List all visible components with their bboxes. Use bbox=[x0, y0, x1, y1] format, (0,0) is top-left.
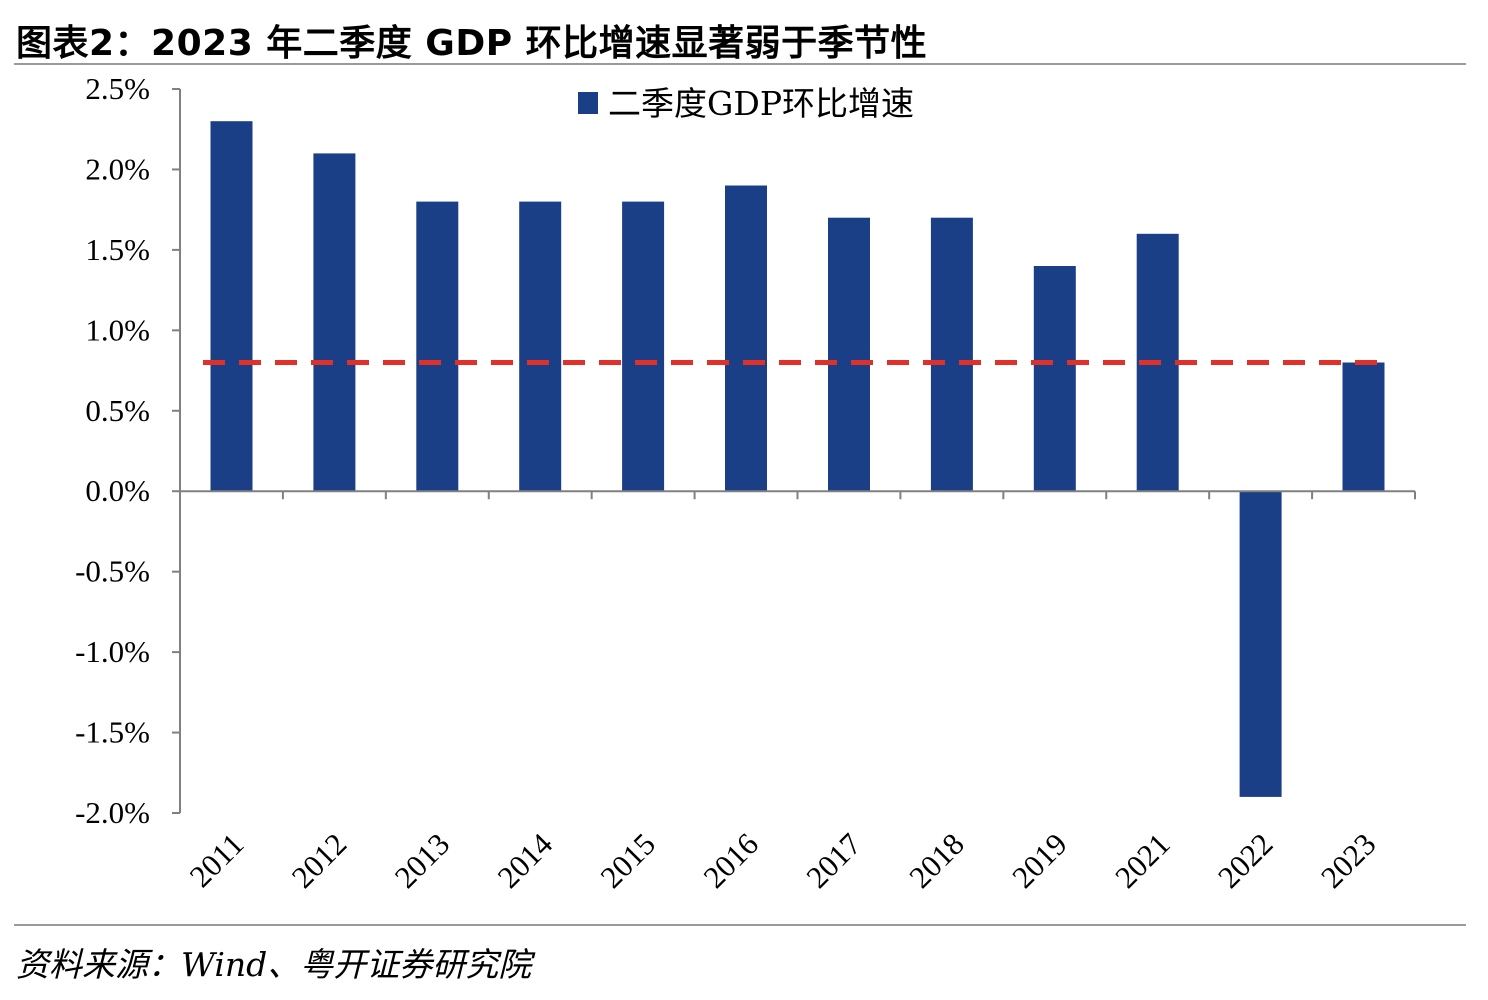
bar-2019 bbox=[1033, 266, 1076, 492]
y-tick-label: 1.5% bbox=[85, 232, 150, 267]
bar-2016 bbox=[725, 185, 767, 492]
x-tick-label: 2022 bbox=[1211, 826, 1280, 895]
bar-2018 bbox=[930, 217, 973, 492]
axes bbox=[179, 89, 1415, 813]
x-tick-label: 2013 bbox=[388, 826, 457, 895]
source-note: 资料来源：Wind、粤开证券研究院 bbox=[16, 945, 532, 984]
x-tick-label: 2017 bbox=[799, 826, 868, 895]
y-tick-label: -1.0% bbox=[75, 634, 150, 669]
x-tick-label: 2021 bbox=[1108, 826, 1177, 895]
bar-chart: 二季度GDP环比增速 2.5% 2.0% 1.5% 1.0% 0.5% 0.0% -0.5%… bbox=[75, 71, 1416, 895]
x-tick-label: 2023 bbox=[1314, 826, 1383, 895]
bars bbox=[210, 121, 1385, 797]
x-tick-label: 2015 bbox=[593, 826, 662, 895]
x-tick-label: 2018 bbox=[902, 826, 971, 895]
bar-2014 bbox=[519, 201, 562, 492]
chart-title: 图表2：2023 年二季度 GDP 环比增速显著弱于季节性 bbox=[16, 23, 928, 64]
bar-2011 bbox=[210, 121, 253, 492]
y-tick-label: -1.5% bbox=[75, 715, 150, 750]
bar-2015 bbox=[622, 201, 665, 492]
x-tick-label: 2014 bbox=[491, 826, 560, 895]
bar-2013 bbox=[416, 201, 459, 492]
legend-swatch bbox=[578, 92, 598, 114]
y-tick-label: 2.5% bbox=[85, 71, 150, 106]
y-tick-label: 0.5% bbox=[85, 393, 150, 428]
y-tick-label: 1.0% bbox=[85, 312, 150, 347]
x-tick-label: 2019 bbox=[1005, 826, 1074, 895]
top-divider bbox=[14, 63, 1466, 65]
bar-2023 bbox=[1342, 362, 1385, 492]
legend: 二季度GDP环比增速 bbox=[578, 84, 914, 123]
bar-2022 bbox=[1239, 491, 1282, 797]
x-tick-label: 2011 bbox=[183, 826, 251, 894]
bar-2012 bbox=[313, 153, 356, 492]
y-ticks: 2.5% 2.0% 1.5% 1.0% 0.5% 0.0% -0.5% -1.0% -1.5% -… bbox=[75, 71, 180, 830]
x-tick-label: 2016 bbox=[696, 826, 765, 895]
y-tick-label: 0.0% bbox=[85, 473, 150, 508]
y-tick-label: -0.5% bbox=[75, 554, 150, 589]
x-ticks: 2011 2012 2013 2014 2015 2016 2017 2018 2019 2021… bbox=[179, 491, 1416, 895]
legend-label: 二季度GDP环比增速 bbox=[608, 84, 914, 123]
y-tick-label: 2.0% bbox=[85, 151, 150, 186]
bar-2017 bbox=[828, 217, 870, 492]
y-tick-label: -2.0% bbox=[75, 795, 150, 830]
bottom-divider bbox=[14, 924, 1466, 926]
x-tick-label: 2012 bbox=[285, 826, 354, 895]
